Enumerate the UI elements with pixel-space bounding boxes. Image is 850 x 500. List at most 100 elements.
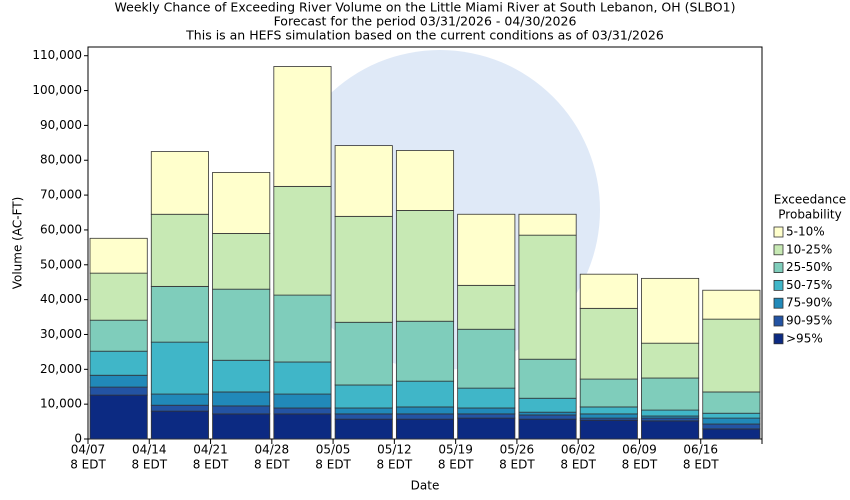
x-tick-label: 8 EDT: [254, 458, 290, 472]
x-tick-label: 06/09: [622, 443, 657, 457]
y-tick-label: 70,000: [40, 188, 82, 202]
bar-segment: [89, 386, 148, 396]
x-tick-label: 06/16: [683, 443, 718, 457]
bar-segment: [334, 418, 393, 440]
chart-title: Weekly Chance of Exceeding River Volume …: [115, 0, 736, 15]
y-tick-label: 50,000: [40, 257, 82, 271]
x-tick-label: 8 EDT: [438, 458, 474, 472]
bar-segment: [150, 151, 209, 215]
bar-segment: [89, 237, 148, 274]
bar-segment: [579, 378, 638, 408]
bar-segment: [518, 234, 577, 360]
bar-segment: [273, 393, 332, 409]
y-tick-label: 90,000: [40, 118, 82, 132]
legend-label: 10-25%: [786, 242, 832, 256]
x-tick-label: 05/19: [438, 443, 473, 457]
bar-segment: [579, 307, 638, 380]
y-tick-label: 40,000: [40, 292, 82, 306]
x-tick-label: 04/28: [255, 443, 290, 457]
bar-segment: [518, 414, 577, 420]
bar-segment: [150, 410, 209, 440]
x-tick-label: 8 EDT: [315, 458, 351, 472]
bar-segment: [212, 391, 271, 407]
bar-segment: [457, 417, 516, 440]
bar-segment: [702, 412, 761, 419]
bar-segment: [212, 413, 271, 440]
bar-segment: [150, 404, 209, 412]
x-tick-label: 04/14: [132, 443, 167, 457]
bar-segment: [395, 210, 455, 322]
bar-segment: [518, 418, 577, 440]
x-axis-label: Date: [411, 479, 440, 493]
bar-segment: [702, 423, 761, 430]
bar-segment: [150, 393, 209, 406]
bar-segment: [641, 420, 700, 440]
bar-segment: [702, 289, 761, 320]
bar-segment: [273, 361, 332, 395]
legend-label: >95%: [786, 331, 823, 345]
bar-segment: [334, 321, 393, 386]
x-tick-label: 05/26: [500, 443, 535, 457]
y-tick-label: 0: [74, 432, 82, 446]
bar-segment: [457, 387, 516, 409]
bar-segment: [395, 320, 455, 382]
chart-subtitle: Forecast for the period 03/31/2026 - 04/…: [274, 14, 577, 29]
legend-swatch: [773, 297, 784, 309]
bar-segment: [395, 406, 455, 415]
y-tick-label: 80,000: [40, 153, 82, 167]
bar-segment: [579, 273, 638, 309]
bar-segment: [334, 413, 393, 420]
x-tick-label: 8 EDT: [131, 458, 167, 472]
bar-segment: [641, 277, 700, 344]
bar-segment: [212, 359, 271, 393]
legend-label: 90-95%: [786, 314, 832, 328]
bar-segment: [457, 213, 516, 286]
x-tick-label: 8 EDT: [499, 458, 535, 472]
legend-title: Probability: [778, 208, 841, 222]
x-tick-label: 05/12: [377, 443, 412, 457]
bar-segment: [641, 417, 700, 422]
bar-segment: [518, 213, 577, 236]
bar-segment: [518, 358, 577, 399]
legend-swatch: [773, 244, 784, 256]
bar-segment: [334, 215, 393, 323]
bar-segment: [457, 328, 516, 389]
y-tick-label: 110,000: [32, 48, 82, 62]
legend-swatch: [773, 333, 784, 345]
x-tick-label: 04/07: [71, 443, 106, 457]
legend-swatch: [773, 279, 784, 291]
y-axis-label: Volume (AC-FT): [11, 197, 25, 290]
x-tick-label: 06/02: [561, 443, 596, 457]
bar-segment: [89, 319, 148, 352]
x-tick-label: 8 EDT: [683, 458, 719, 472]
legend-swatch: [773, 315, 784, 327]
x-tick-label: 8 EDT: [560, 458, 596, 472]
bar-segment: [150, 213, 209, 287]
bar-segment: [150, 341, 209, 395]
legend-swatch: [773, 262, 784, 274]
y-tick-label: 20,000: [40, 362, 82, 376]
bar-segment: [212, 405, 271, 415]
bar-segment: [273, 185, 332, 296]
bar-segment: [457, 407, 516, 415]
bar-segment: [273, 407, 332, 415]
legend-label: 50-75%: [786, 278, 832, 292]
legend-title: Exceedance: [774, 193, 846, 207]
bar-segment: [334, 407, 393, 415]
bar-segment: [89, 374, 148, 388]
bar-segment: [702, 417, 761, 425]
chart-subtitle: This is an HEFS simulation based on the …: [185, 28, 664, 43]
bar-segment: [457, 413, 516, 419]
bar-segment: [702, 428, 761, 440]
x-tick-label: 04/21: [193, 443, 228, 457]
bar-segment: [212, 288, 271, 361]
bar-segment: [518, 397, 577, 413]
x-tick-label: 05/05: [316, 443, 351, 457]
legend-label: 25-50%: [786, 260, 832, 274]
bar-segment: [395, 150, 455, 211]
bar-segment: [334, 384, 393, 409]
bar-segment: [518, 411, 577, 416]
bar-segment: [579, 413, 638, 419]
bar-segment: [702, 391, 761, 414]
